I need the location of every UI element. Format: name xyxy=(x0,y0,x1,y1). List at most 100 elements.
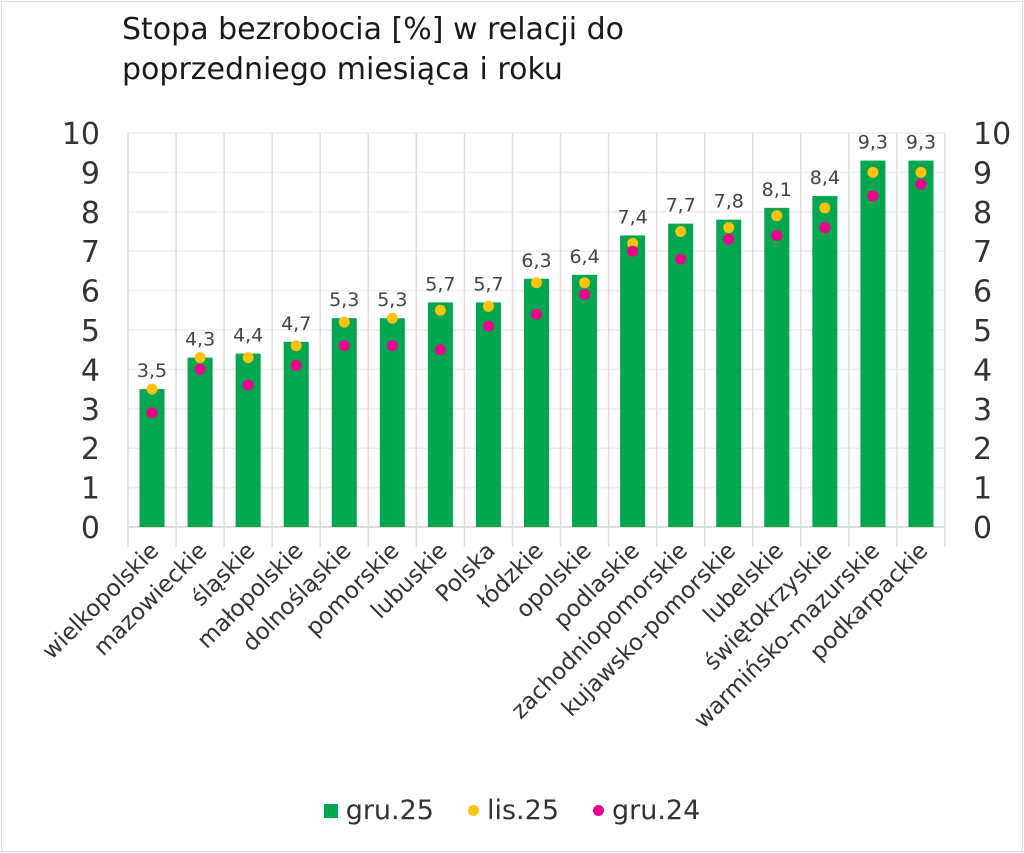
bar xyxy=(908,160,934,527)
legend-label: gru.25 xyxy=(345,795,434,826)
bar xyxy=(283,341,309,527)
data-label: 8,1 xyxy=(762,179,792,201)
dot-lis25 xyxy=(338,316,350,328)
bar xyxy=(668,223,694,527)
legend: gru.25 lis.25 gru.24 xyxy=(0,795,1024,826)
bar xyxy=(620,235,646,527)
dot-gru24 xyxy=(771,229,783,241)
dot-gru24 xyxy=(531,308,542,320)
bar xyxy=(427,302,453,527)
bar xyxy=(812,196,838,528)
dot-lis25 xyxy=(867,166,879,178)
dot-gru24 xyxy=(482,320,494,332)
dot-lis25 xyxy=(675,226,687,237)
data-label: 8,4 xyxy=(810,167,840,189)
dot-lis25 xyxy=(194,352,206,364)
bar xyxy=(379,318,405,527)
bar xyxy=(764,207,790,528)
legend-label: lis.25 xyxy=(486,795,559,826)
data-label: 6,3 xyxy=(521,250,551,272)
y-tick-label-left: 2 xyxy=(81,432,100,467)
y-tick-label-right: 4 xyxy=(973,353,992,388)
dot-lis25 xyxy=(723,222,735,234)
data-label: 7,4 xyxy=(618,206,648,228)
y-tick-label-left: 3 xyxy=(81,393,100,428)
dot-gru24 xyxy=(867,190,879,202)
data-label: 7,8 xyxy=(714,191,744,213)
data-label: 6,4 xyxy=(569,246,599,268)
y-tick-label-right: 9 xyxy=(973,156,992,191)
data-label: 7,7 xyxy=(666,195,696,217)
dot-lis25 xyxy=(819,202,831,214)
dot-lis25 xyxy=(627,237,639,249)
data-label: 4,4 xyxy=(233,325,263,347)
y-tick-label-left: 1 xyxy=(81,472,100,507)
data-label: 5,7 xyxy=(473,273,503,295)
y-tick-label-left: 10 xyxy=(62,117,100,152)
dot-gru24 xyxy=(819,222,831,234)
y-tick-label-right: 3 xyxy=(973,393,992,428)
dot-gru24 xyxy=(627,245,639,257)
y-tick-label-left: 6 xyxy=(81,275,100,310)
y-tick-label-left: 8 xyxy=(81,196,100,231)
y-tick-label-left: 9 xyxy=(81,156,100,191)
legend-item-gru25: gru.25 xyxy=(323,795,434,826)
bar xyxy=(475,302,501,527)
dot-gru24 xyxy=(434,344,446,356)
y-tick-label-left: 0 xyxy=(81,511,100,546)
data-label: 9,3 xyxy=(906,132,936,154)
bar xyxy=(524,278,549,527)
y-tick-label-right: 8 xyxy=(973,196,992,231)
dot-gru24 xyxy=(915,178,927,190)
dot-lis25 xyxy=(771,210,783,222)
y-tick-label-left: 4 xyxy=(81,353,100,388)
dot-gru24 xyxy=(338,340,350,352)
dot-gru24 xyxy=(386,340,398,352)
dot-lis25 xyxy=(579,277,591,289)
dot-gru24 xyxy=(194,363,206,375)
y-tick-label-right: 7 xyxy=(973,235,992,270)
legend-item-gru24: gru.24 xyxy=(593,795,700,826)
bar xyxy=(860,160,886,527)
dot-gru24 xyxy=(723,233,735,245)
dot-gru24 xyxy=(242,379,254,391)
y-tick-label-right: 5 xyxy=(973,314,992,349)
y-tick-label-right: 10 xyxy=(973,117,1011,152)
legend-swatch xyxy=(593,805,604,816)
data-label: 5,3 xyxy=(377,289,407,311)
legend-swatch xyxy=(467,805,479,816)
dot-gru24 xyxy=(675,253,687,265)
y-tick-label-left: 5 xyxy=(81,314,100,349)
legend-label: gru.24 xyxy=(612,795,701,826)
bar xyxy=(572,274,598,527)
dot-lis25 xyxy=(386,312,398,324)
y-tick-label-right: 0 xyxy=(973,511,992,546)
bar xyxy=(716,219,742,527)
y-tick-label-right: 2 xyxy=(973,432,992,467)
data-label: 4,3 xyxy=(185,329,215,351)
dot-lis25 xyxy=(482,300,494,312)
dot-lis25 xyxy=(242,352,254,364)
dot-gru24 xyxy=(290,359,302,371)
dot-gru24 xyxy=(579,289,591,301)
dot-gru24 xyxy=(146,407,158,419)
data-label: 5,3 xyxy=(329,289,359,311)
bar xyxy=(187,357,213,527)
bar xyxy=(235,353,261,527)
y-tick-label-left: 7 xyxy=(81,235,100,270)
legend-swatch xyxy=(323,803,338,818)
legend-item-lis25: lis.25 xyxy=(467,795,559,826)
data-label: 5,7 xyxy=(425,273,455,295)
dot-lis25 xyxy=(531,277,542,289)
y-tick-label-right: 6 xyxy=(973,275,992,310)
chart-title: Stopa bezrobocia [%] w relacji do poprze… xyxy=(122,12,625,87)
bar xyxy=(331,318,357,527)
data-label: 9,3 xyxy=(858,132,888,154)
data-label: 4,7 xyxy=(281,313,311,335)
dot-lis25 xyxy=(915,166,927,178)
dot-lis25 xyxy=(290,340,302,352)
dot-lis25 xyxy=(434,304,446,316)
data-label: 3,5 xyxy=(137,360,167,382)
